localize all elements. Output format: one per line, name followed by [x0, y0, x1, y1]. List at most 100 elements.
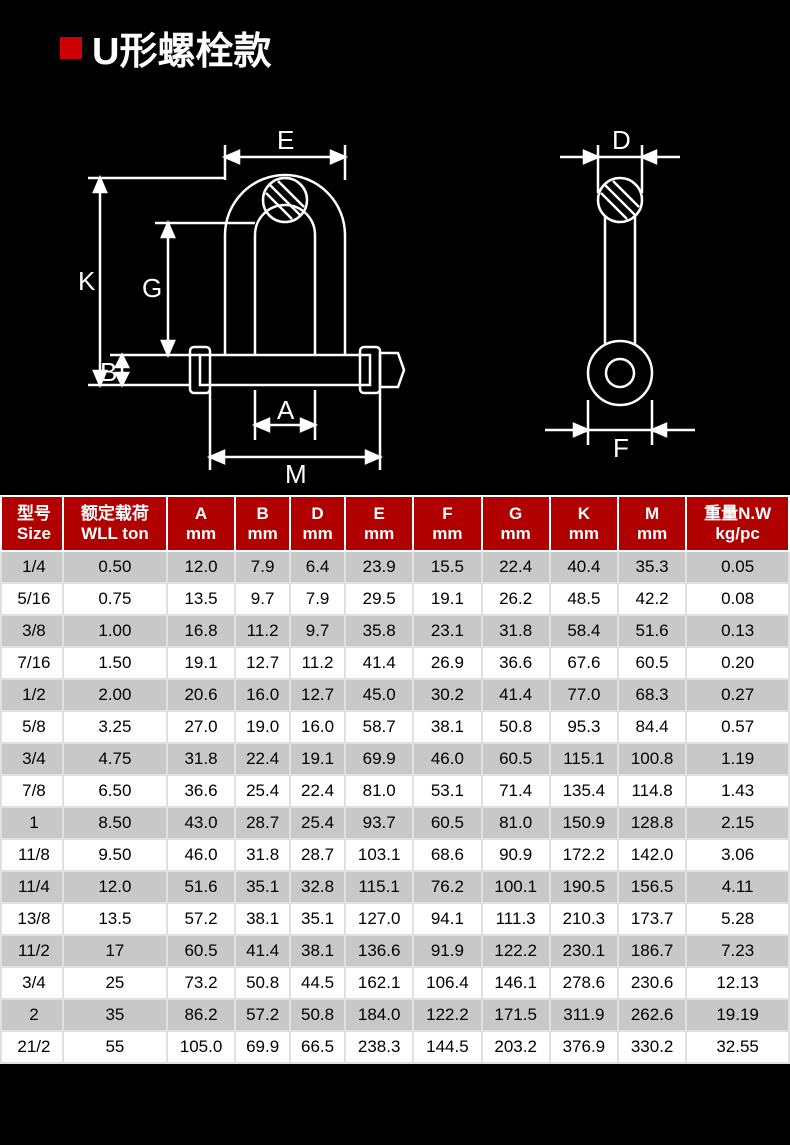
cell: 19.19: [686, 999, 789, 1031]
cell: 23.1: [413, 615, 481, 647]
cell: 115.1: [550, 743, 618, 775]
svg-text:M: M: [285, 459, 307, 489]
cell: 7.9: [235, 551, 290, 583]
cell: 76.2: [413, 871, 481, 903]
column-header: Bmm: [235, 496, 290, 551]
cell: 26.9: [413, 647, 481, 679]
column-header: Mmm: [618, 496, 686, 551]
cell: 111.3: [482, 903, 550, 935]
table-row: 3/81.0016.811.29.735.823.131.858.451.60.…: [1, 615, 789, 647]
cell: 58.7: [345, 711, 413, 743]
cell: 3.06: [686, 839, 789, 871]
cell: 25.4: [235, 775, 290, 807]
cell: 100.8: [618, 743, 686, 775]
table-row: 1/40.5012.07.96.423.915.522.440.435.30.0…: [1, 551, 789, 583]
svg-text:B: B: [100, 357, 117, 387]
table-row: 21/255105.069.966.5238.3144.5203.2376.93…: [1, 1031, 789, 1063]
column-header: Kmm: [550, 496, 618, 551]
cell: 0.57: [686, 711, 789, 743]
cell: 28.7: [235, 807, 290, 839]
cell: 100.1: [482, 871, 550, 903]
cell: 0.13: [686, 615, 789, 647]
cell: 0.27: [686, 679, 789, 711]
cell: 0.75: [63, 583, 167, 615]
cell: 9.50: [63, 839, 167, 871]
cell: 162.1: [345, 967, 413, 999]
cell: 66.5: [290, 1031, 345, 1063]
cell: 32.8: [290, 871, 345, 903]
cell: 11.2: [290, 647, 345, 679]
cell: 2.15: [686, 807, 789, 839]
cell: 22.4: [290, 775, 345, 807]
cell: 1/4: [1, 551, 63, 583]
svg-text:K: K: [78, 266, 96, 296]
cell: 31.8: [482, 615, 550, 647]
cell: 35.1: [235, 871, 290, 903]
cell: 16.0: [235, 679, 290, 711]
column-header: Dmm: [290, 496, 345, 551]
cell: 50.8: [235, 967, 290, 999]
cell: 173.7: [618, 903, 686, 935]
cell: 1.43: [686, 775, 789, 807]
cell: 6.4: [290, 551, 345, 583]
cell: 69.9: [345, 743, 413, 775]
cell: 136.6: [345, 935, 413, 967]
cell: 210.3: [550, 903, 618, 935]
table-row: 23586.257.250.8184.0122.2171.5311.9262.6…: [1, 999, 789, 1031]
cell: 86.2: [167, 999, 235, 1031]
table-row: 7/86.5036.625.422.481.053.171.4135.4114.…: [1, 775, 789, 807]
cell: 262.6: [618, 999, 686, 1031]
cell: 57.2: [167, 903, 235, 935]
cell: 25: [63, 967, 167, 999]
cell: 31.8: [235, 839, 290, 871]
cell: 19.0: [235, 711, 290, 743]
cell: 38.1: [290, 935, 345, 967]
cell: 3/4: [1, 967, 63, 999]
cell: 128.8: [618, 807, 686, 839]
cell: 42.2: [618, 583, 686, 615]
cell: 77.0: [550, 679, 618, 711]
cell: 150.9: [550, 807, 618, 839]
cell: 93.7: [345, 807, 413, 839]
cell: 35.1: [290, 903, 345, 935]
cell: 11/4: [1, 871, 63, 903]
cell: 203.2: [482, 1031, 550, 1063]
cell: 22.4: [482, 551, 550, 583]
cell: 2: [1, 999, 63, 1031]
column-header: 型号Size: [1, 496, 63, 551]
cell: 16.0: [290, 711, 345, 743]
cell: 146.1: [482, 967, 550, 999]
cell: 41.4: [235, 935, 290, 967]
cell: 376.9: [550, 1031, 618, 1063]
cell: 13/8: [1, 903, 63, 935]
cell: 57.2: [235, 999, 290, 1031]
cell: 55: [63, 1031, 167, 1063]
column-header: Fmm: [413, 496, 481, 551]
cell: 1/2: [1, 679, 63, 711]
cell: 19.1: [413, 583, 481, 615]
cell: 311.9: [550, 999, 618, 1031]
cell: 9.7: [235, 583, 290, 615]
table-row: 13/813.557.238.135.1127.094.1111.3210.31…: [1, 903, 789, 935]
cell: 28.7: [290, 839, 345, 871]
cell: 184.0: [345, 999, 413, 1031]
cell: 0.50: [63, 551, 167, 583]
cell: 19.1: [167, 647, 235, 679]
cell: 230.6: [618, 967, 686, 999]
cell: 1: [1, 807, 63, 839]
cell: 278.6: [550, 967, 618, 999]
cell: 81.0: [345, 775, 413, 807]
cell: 144.5: [413, 1031, 481, 1063]
cell: 51.6: [167, 871, 235, 903]
cell: 17: [63, 935, 167, 967]
cell: 12.7: [235, 647, 290, 679]
cell: 230.1: [550, 935, 618, 967]
cell: 12.13: [686, 967, 789, 999]
cell: 13.5: [63, 903, 167, 935]
cell: 0.20: [686, 647, 789, 679]
cell: 27.0: [167, 711, 235, 743]
cell: 122.2: [413, 999, 481, 1031]
cell: 53.1: [413, 775, 481, 807]
cell: 8.50: [63, 807, 167, 839]
cell: 44.5: [290, 967, 345, 999]
